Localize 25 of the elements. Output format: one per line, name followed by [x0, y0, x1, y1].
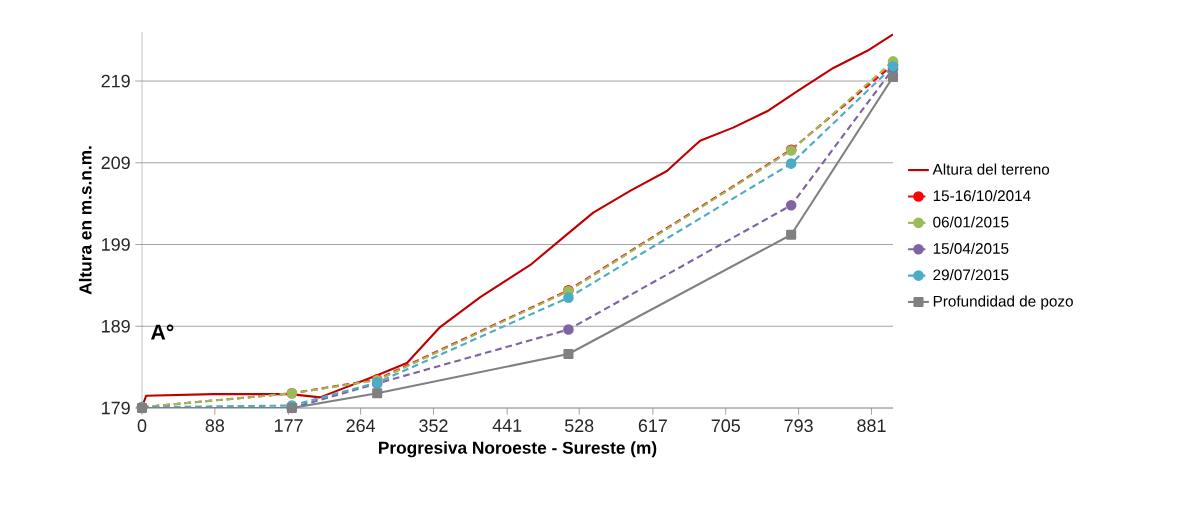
- x-tick-label: 793: [784, 419, 813, 433]
- y-tick-label: 189: [102, 319, 130, 333]
- legend-label: 15-16/10/2014: [933, 189, 1031, 202]
- legend-label: Profundidad de pozo: [933, 295, 1073, 310]
- x-tick-label: 352: [419, 419, 448, 433]
- legend-label: 29/07/2015: [933, 269, 1009, 281]
- x-tick-label: 705: [711, 419, 740, 433]
- legend-label: 15/04/2015: [933, 242, 1009, 254]
- y-tick-label: 219: [101, 74, 130, 88]
- legend-label: 06/01/2015: [933, 216, 1009, 228]
- x-tick-label: 441: [492, 419, 522, 432]
- x-axis-title: Progresiva Noroeste - Sureste (m): [379, 441, 657, 458]
- y-tick-label: 209: [101, 156, 130, 170]
- x-tick-label: 617: [638, 419, 667, 433]
- y-tick-label: 179: [102, 401, 130, 415]
- x-tick-label: 88: [205, 419, 225, 433]
- y-tick-label: 199: [102, 238, 130, 251]
- legend-label: Altura del terreno: [932, 163, 1050, 175]
- y-axis-title: Altura en m.s.n.m.: [78, 146, 92, 295]
- x-tick-label: 0: [137, 419, 147, 433]
- annotation: A°: [150, 324, 174, 340]
- x-tick-label: 264: [346, 419, 376, 433]
- x-tick-label: 881: [857, 419, 886, 433]
- x-tick-label: 528: [564, 419, 594, 433]
- x-tick-label: 177: [274, 419, 303, 432]
